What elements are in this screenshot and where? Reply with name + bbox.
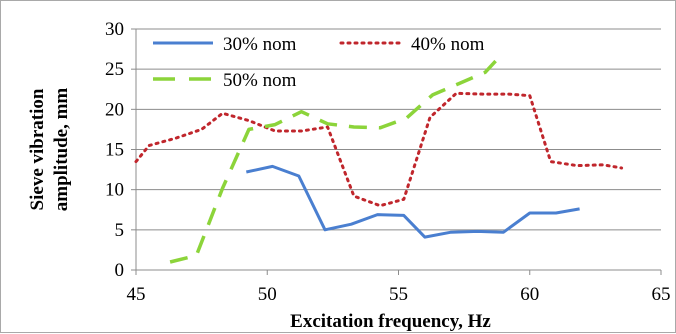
legend-label-2: 40% nom <box>411 34 485 55</box>
series-line-2 <box>134 91 624 208</box>
y-tick-label: 15 <box>105 140 124 161</box>
y-tick-label: 25 <box>105 59 124 80</box>
x-tick-label: 45 <box>127 284 146 305</box>
x-tick-label: 55 <box>389 284 408 305</box>
y-axis-title-line-1: Sieve vibration <box>27 88 48 210</box>
x-tick-label: 60 <box>520 284 539 305</box>
series-line-1 <box>245 164 580 239</box>
x-axis-title: Excitation frequency, Hz <box>290 311 491 332</box>
x-tick-label: 65 <box>652 284 671 305</box>
y-tick-label: 20 <box>105 99 124 120</box>
y-tick-label: 0 <box>115 260 125 281</box>
y-axis-title-line-2: amplitude, mm <box>51 88 72 212</box>
y-tick-label: 30 <box>105 19 124 40</box>
axis-layer: 0 5 10 15 20 25 30 45 50 55 60 65 <box>105 19 671 305</box>
y-tick-label: 10 <box>105 180 124 201</box>
x-tick-label: 50 <box>258 284 277 305</box>
legend-label-1: 30% nom <box>223 34 297 55</box>
legend-label-3: 50% nom <box>223 70 297 91</box>
axis-titles: Excitation frequency, Hz Sieve vibration a… <box>27 88 491 332</box>
y-tick-label: 5 <box>115 220 125 241</box>
legend: 30% nom 40% nom 50% nom <box>153 34 485 91</box>
series-layer <box>134 59 624 264</box>
